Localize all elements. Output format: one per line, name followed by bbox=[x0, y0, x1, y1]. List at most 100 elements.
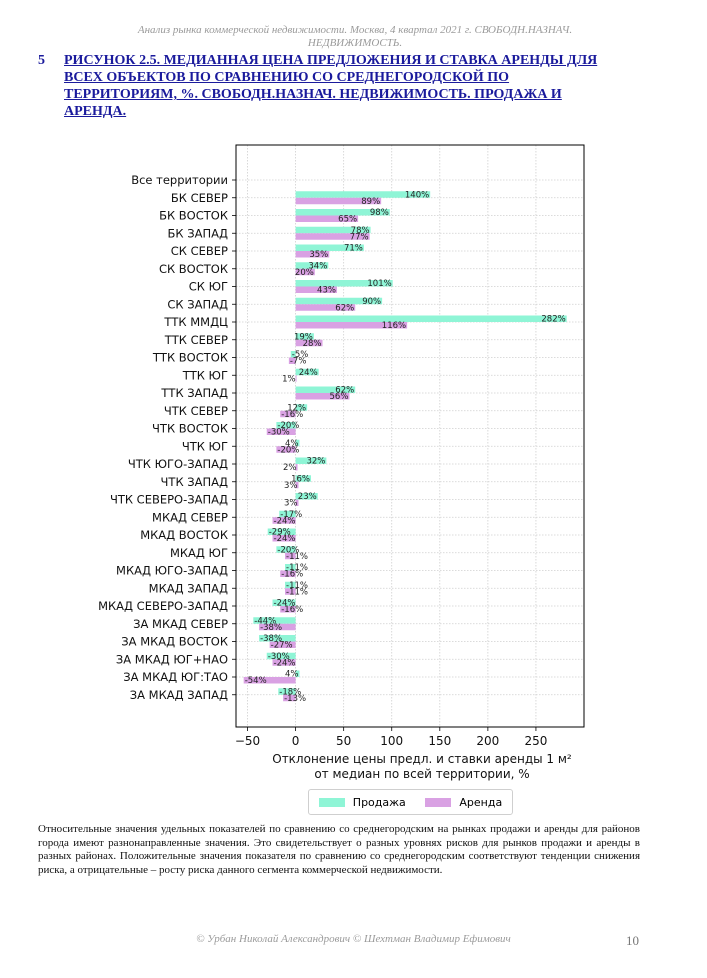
category-label: ЗА МКАД ВОСТОК bbox=[121, 635, 228, 649]
data-label-sale: -20% bbox=[277, 421, 299, 431]
data-label-sale: 19% bbox=[294, 332, 313, 342]
data-label-rent: -20% bbox=[277, 445, 299, 455]
data-label-sale: 16% bbox=[291, 474, 310, 484]
data-label-sale: 62% bbox=[335, 386, 354, 396]
data-label-sale: -44% bbox=[254, 616, 276, 626]
category-label: ЗА МКАД ЮГ+НАО bbox=[116, 652, 228, 666]
legend-swatch-sale bbox=[318, 797, 345, 807]
figure-number: 5 bbox=[38, 53, 45, 68]
data-label-rent: 3% bbox=[284, 481, 298, 491]
data-label-sale: 78% bbox=[351, 226, 370, 236]
bar-rent bbox=[285, 588, 296, 595]
bar-rent bbox=[295, 268, 315, 276]
category-label: БК СЕВЕР bbox=[171, 191, 228, 205]
x-tick-label: −50 bbox=[235, 734, 260, 748]
data-label-sale: 101% bbox=[367, 279, 391, 289]
data-label-sale: -29% bbox=[269, 528, 291, 538]
category-label: ЧТК ЮГ bbox=[182, 439, 228, 453]
bar-sale bbox=[295, 457, 327, 464]
bar-rent bbox=[272, 659, 296, 666]
bar-rent bbox=[276, 446, 296, 453]
bar-sale bbox=[285, 581, 296, 589]
data-label-sale: 12% bbox=[287, 403, 306, 413]
bar-rent bbox=[295, 499, 299, 506]
data-label-sale: -17% bbox=[280, 510, 302, 520]
bar-sale bbox=[295, 226, 371, 234]
data-label-rent: -16% bbox=[281, 410, 303, 420]
bar-rent bbox=[295, 286, 337, 293]
bar-sale bbox=[266, 652, 296, 660]
data-label-rent: 62% bbox=[335, 303, 354, 313]
data-label-rent: -11% bbox=[286, 587, 308, 597]
bar-sale bbox=[267, 528, 296, 535]
page-header: Анализ рынка коммерческой недвижимости. … bbox=[60, 24, 650, 50]
bar-sale bbox=[295, 670, 300, 677]
data-label-rent: -7% bbox=[290, 357, 307, 367]
category-label: МКАД ВОСТОК bbox=[140, 528, 228, 542]
category-label: МКАД ЮГ bbox=[170, 546, 228, 560]
bar-rent bbox=[295, 322, 408, 329]
bar-sale bbox=[295, 191, 431, 198]
bar-sale bbox=[295, 493, 318, 500]
data-label-rent: -16% bbox=[281, 570, 303, 580]
x-tick-label: 150 bbox=[428, 734, 451, 748]
data-label-rent: 116% bbox=[382, 321, 406, 331]
category-label: ЧТК СЕВЕР bbox=[164, 404, 228, 418]
bar-rent bbox=[285, 552, 296, 560]
bar-rent bbox=[280, 606, 296, 613]
bar-rent bbox=[280, 410, 296, 418]
data-label-sale: 24% bbox=[299, 368, 318, 378]
data-label-rent: -16% bbox=[281, 605, 303, 615]
category-label: ТТК СЕВЕР bbox=[164, 333, 228, 347]
data-label-sale: -38% bbox=[260, 634, 282, 644]
category-label: БК ЗАПАД bbox=[168, 226, 228, 240]
bar-sale bbox=[272, 599, 296, 606]
bar-sale bbox=[295, 262, 329, 269]
data-label-rent: 1% bbox=[282, 374, 296, 384]
bar-rent bbox=[243, 677, 296, 684]
category-label: СК ВОСТОК bbox=[159, 262, 228, 276]
category-label: СК ЗАПАД bbox=[167, 297, 228, 311]
bar-sale bbox=[295, 244, 364, 251]
bar-sale bbox=[295, 439, 300, 447]
figure-title: Рисунок 2.5. Медианная цена предложения … bbox=[64, 53, 598, 119]
bar-rent bbox=[283, 694, 296, 702]
data-label-rent: 43% bbox=[317, 286, 336, 296]
category-label: ТТК ВОСТОК bbox=[152, 351, 228, 365]
category-label: ЗА МКАД ЮГ:ТАО bbox=[123, 670, 228, 684]
bar-sale bbox=[295, 404, 308, 411]
bar-rent bbox=[295, 464, 298, 471]
bar-sale bbox=[259, 635, 296, 642]
data-label-sale: 140% bbox=[405, 190, 429, 200]
category-label: ТТК ЗАПАД bbox=[160, 386, 228, 400]
x-tick-label: 200 bbox=[476, 734, 499, 748]
category-label: БК ВОСТОК bbox=[159, 209, 228, 223]
data-label-rent: -24% bbox=[274, 534, 296, 544]
data-label-sale: 98% bbox=[370, 208, 389, 218]
category-label: МКАД ЮГО-ЗАПАД bbox=[116, 564, 228, 578]
bar-rent bbox=[295, 481, 299, 489]
data-label-rent: -27% bbox=[271, 641, 293, 651]
bar-sale bbox=[295, 297, 383, 305]
category-label: МКАД СЕВЕР bbox=[152, 510, 228, 524]
x-tick-label: 250 bbox=[524, 734, 547, 748]
bar-rent bbox=[259, 623, 296, 631]
data-label-sale: -30% bbox=[268, 652, 290, 662]
x-tick-label: 0 bbox=[292, 734, 300, 748]
bar-rent bbox=[295, 375, 297, 382]
category-label: Все территории bbox=[131, 173, 228, 187]
bar-sale bbox=[295, 386, 356, 393]
category-label: МКАД СЕВЕРО-ЗАПАД bbox=[98, 599, 228, 613]
explanation-paragraph: Относительные значения удельных показате… bbox=[38, 823, 640, 876]
data-label-rent: -13% bbox=[284, 694, 306, 704]
bar-sale bbox=[253, 617, 296, 624]
category-label: ЗА МКАД СЕВЕР bbox=[133, 617, 228, 631]
legend-item-sale: Продажа bbox=[318, 796, 406, 809]
bar-sale bbox=[278, 688, 296, 695]
data-label-rent: 35% bbox=[309, 250, 328, 260]
x-axis-label-line-2: от медиан по всей территории, % bbox=[314, 767, 529, 781]
data-label-sale: -11% bbox=[286, 563, 308, 573]
bar-rent bbox=[295, 251, 330, 258]
data-label-rent: -54% bbox=[245, 676, 267, 686]
data-label-rent: 20% bbox=[295, 268, 314, 278]
